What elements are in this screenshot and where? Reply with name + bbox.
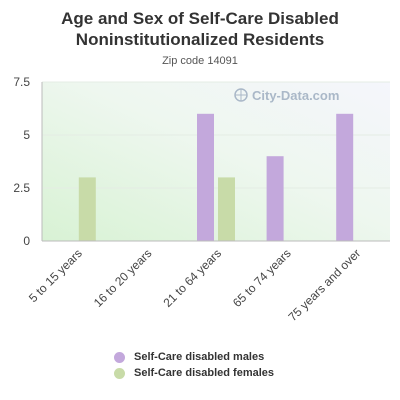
watermark: City-Data.com	[234, 88, 339, 103]
x-tick-label: 65 to 74 years	[230, 246, 294, 310]
x-tick-label: 16 to 20 years	[91, 246, 155, 310]
legend-swatch-females	[114, 367, 125, 379]
x-tick-label: 21 to 64 years	[160, 246, 224, 310]
y-tick-label: 7.5	[13, 75, 30, 89]
legend-swatch-males	[114, 351, 125, 363]
x-tick-label: 75 years and over	[285, 246, 363, 324]
y-tick-label: 5	[23, 128, 30, 142]
bar-male	[266, 156, 284, 241]
x-tick-label: 5 to 15 years	[26, 246, 85, 305]
legend-item-males: Self-Care disabled males	[114, 349, 274, 365]
legend-label-males: Self-Care disabled males	[134, 351, 265, 363]
legend-label-females: Self-Care disabled females	[134, 367, 275, 379]
bar-female	[218, 177, 235, 241]
y-tick-label: 0	[23, 234, 30, 248]
y-tick-label: 2.5	[13, 181, 30, 195]
bar-male	[336, 113, 354, 241]
bar-female	[78, 177, 96, 241]
legend: Self-Care disabled males Self-Care disab…	[114, 349, 274, 381]
chart-subtitle: Zip code 14091	[162, 55, 238, 67]
chart-title: Age and Sex of Self-Care Disabled Nonins…	[61, 9, 339, 49]
legend-item-females: Self-Care disabled females	[114, 365, 274, 381]
bar-male	[197, 113, 214, 241]
watermark-text: City-Data.com	[252, 88, 339, 103]
plot-background	[42, 82, 390, 241]
